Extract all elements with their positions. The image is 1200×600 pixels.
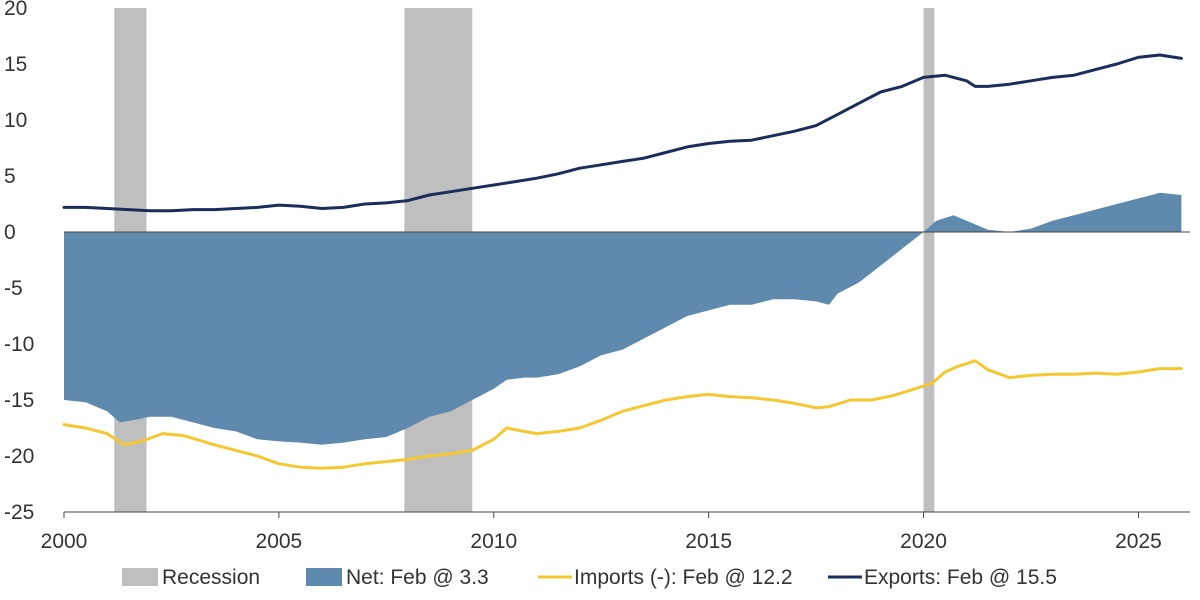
y-tick-label: 0: [4, 221, 16, 244]
x-tick-label: 2015: [685, 530, 732, 553]
y-tick-label: -10: [4, 333, 34, 356]
y-tick-label: 15: [4, 53, 27, 76]
y-tick-label: 10: [4, 109, 27, 132]
x-tick-label: 2020: [900, 530, 947, 553]
x-axis-ticks: 2000 2005 2010 2015 2020 2025: [41, 512, 1162, 553]
x-tick-label: 2010: [470, 530, 517, 553]
legend-imports: Imports (-): Feb @ 12.2: [538, 566, 793, 589]
y-tick-label: -25: [4, 501, 34, 524]
legend-imports-label: Imports (-): Feb @ 12.2: [574, 566, 793, 589]
line-series-layer: [62, 53, 1183, 470]
x-tick-label: 2025: [1115, 530, 1162, 553]
axes: [64, 231, 1190, 513]
y-tick-label: 20: [4, 0, 27, 20]
legend-net-swatch: [306, 568, 342, 586]
legend-recession: Recession: [122, 566, 260, 589]
net-area-layer: [64, 192, 1182, 445]
legend-net: Net: Feb @ 3.3: [306, 566, 489, 589]
legend-recession-label: Recession: [162, 566, 260, 589]
x-tick-label: 2005: [256, 530, 303, 553]
y-axis-ticks: 20 15 10 5 0 -5 -10 -15 -20 -25: [4, 0, 34, 524]
exports-line: [62, 53, 1183, 213]
legend-exports-label: Exports: Feb @ 15.5: [864, 566, 1057, 589]
legend: Recession Net: Feb @ 3.3 Imports (-): Feb …: [122, 566, 1057, 589]
legend-net-label: Net: Feb @ 3.3: [346, 566, 489, 589]
x-tick-label: 2000: [41, 530, 88, 553]
y-tick-label: 5: [4, 165, 16, 188]
legend-exports: Exports: Feb @ 15.5: [828, 566, 1057, 589]
legend-recession-swatch: [122, 568, 158, 586]
y-tick-label: -15: [4, 389, 34, 412]
recession-band-3: [923, 8, 935, 512]
net-area: [64, 192, 1182, 445]
y-tick-label: -20: [4, 445, 34, 468]
y-tick-label: -5: [4, 277, 23, 300]
imports-line: [62, 359, 1183, 470]
